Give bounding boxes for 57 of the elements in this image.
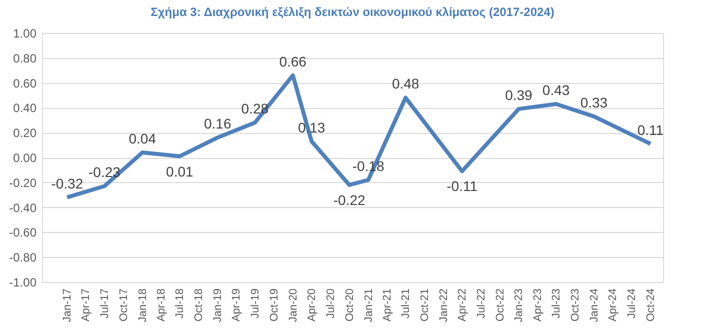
x-tick-label: Jul-22 bbox=[475, 288, 488, 318]
x-tick-label: Jul-19 bbox=[249, 288, 262, 318]
data-label: 0.66 bbox=[279, 53, 307, 70]
x-tick-label: Oct-20 bbox=[344, 288, 356, 322]
data-label: -0.32 bbox=[51, 175, 84, 192]
x-tick-label: Jul-23 bbox=[550, 288, 563, 318]
x-tick-label: Apr-17 bbox=[80, 288, 92, 322]
data-label: 0.39 bbox=[505, 86, 533, 103]
x-tick-label: Oct-21 bbox=[419, 288, 432, 322]
x-tick-label: Jul-17 bbox=[98, 288, 111, 318]
x-tick-label: Oct-24 bbox=[644, 288, 657, 322]
x-tick-label: Jan-17 bbox=[62, 288, 74, 322]
data-label: 0.16 bbox=[204, 116, 232, 132]
x-tick-label: Apr-24 bbox=[607, 288, 620, 322]
data-label: 0.11 bbox=[637, 122, 664, 138]
x-tick-label: Jul-24 bbox=[626, 288, 638, 318]
y-tick-label: -0.20 bbox=[9, 176, 37, 190]
x-tick-label: Oct-19 bbox=[268, 288, 280, 322]
x-tick-label: Jul-18 bbox=[174, 288, 186, 318]
data-label: -0.22 bbox=[333, 192, 366, 208]
data-label: 0.43 bbox=[542, 82, 570, 98]
data-label: -0.11 bbox=[446, 178, 478, 194]
y-tick-label: 0.60 bbox=[13, 76, 37, 90]
x-tick-label: Jan-24 bbox=[588, 288, 600, 322]
x-tick-label: Oct-22 bbox=[494, 288, 506, 322]
x-tick-label: Jul-21 bbox=[400, 288, 412, 318]
y-tick-label: -1.00 bbox=[9, 276, 37, 290]
x-tick-label: Jul-20 bbox=[324, 288, 337, 318]
x-tick-label: Apr-23 bbox=[532, 288, 544, 322]
x-tick-label: Jan-20 bbox=[287, 288, 300, 322]
data-label: 0.04 bbox=[128, 130, 156, 147]
y-tick-label: 0.00 bbox=[13, 151, 37, 165]
x-tick-label: Apr-19 bbox=[230, 288, 243, 322]
data-label: 0.48 bbox=[392, 76, 420, 92]
y-tick-label: 0.40 bbox=[13, 101, 37, 116]
y-tick-label: 0.20 bbox=[13, 126, 37, 140]
x-tick-label: Apr-22 bbox=[456, 288, 469, 322]
x-tick-label: Apr-20 bbox=[306, 288, 318, 322]
y-tick-label: 1.00 bbox=[13, 26, 37, 40]
y-tick-label: 0.80 bbox=[13, 51, 37, 66]
y-tick-label: -0.60 bbox=[9, 226, 37, 240]
x-tick-label: Jan-22 bbox=[438, 288, 450, 322]
chart-title: Σχήμα 3: Διαχρονική εξέλιξη δεικτών οικονομικού κλίματος (2017-2024) bbox=[150, 5, 554, 19]
x-tick-label: Oct-17 bbox=[118, 288, 130, 322]
y-tick-label: -0.40 bbox=[9, 200, 37, 215]
data-label: 0.33 bbox=[580, 94, 608, 110]
x-tick-label: Jan-21 bbox=[362, 288, 375, 322]
x-tick-label: Jan-18 bbox=[136, 288, 149, 322]
data-label: 0.01 bbox=[166, 163, 194, 180]
x-tick-label: Oct-18 bbox=[193, 288, 206, 322]
x-tick-label: Apr-18 bbox=[155, 288, 168, 322]
y-tick-label: -0.80 bbox=[9, 250, 37, 265]
x-tick-label: Apr-21 bbox=[381, 288, 394, 322]
x-tick-label: Jan-19 bbox=[212, 288, 224, 322]
x-tick-label: Oct-23 bbox=[569, 288, 582, 322]
x-tick-label: Jan-23 bbox=[513, 288, 526, 322]
data-label: -0.23 bbox=[88, 164, 121, 180]
